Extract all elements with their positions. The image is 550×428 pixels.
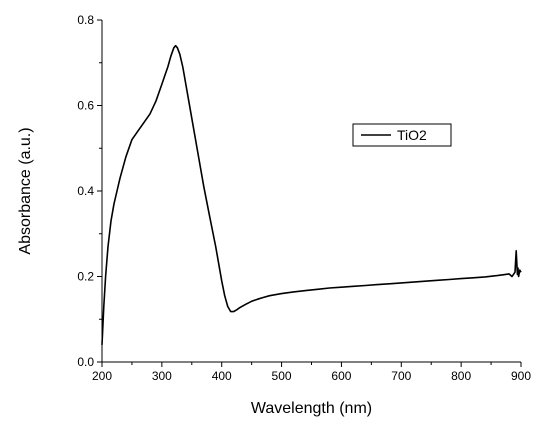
y-tick-label: 0.4 [77,184,94,198]
legend: TiO2 [352,123,452,147]
x-tick-label: 300 [152,369,172,383]
x-tick-label: 200 [92,369,112,383]
y-tick-label: 0.2 [77,270,94,284]
y-tick-label: 0.8 [77,13,94,27]
y-axis: 0.0 0.2 0.4 0.6 0.8 [77,13,102,369]
y-tick-label: 0.0 [77,355,94,369]
x-tick-label: 800 [451,369,471,383]
x-tick-label: 500 [272,369,292,383]
legend-label: TiO2 [397,127,427,143]
legend-box [352,123,452,147]
x-tick-label: 600 [331,369,351,383]
x-axis-title: Wavelength (nm) [251,400,372,417]
y-tick-label: 0.6 [77,99,94,113]
plot-area [101,20,521,363]
y-axis-title: Absorbance (a.u.) [17,127,34,254]
x-tick-label: 900 [511,369,531,383]
x-tick-label: 400 [212,369,232,383]
series-layer [101,44,522,345]
x-tick-label: 700 [391,369,411,383]
series-line-tio2 [101,44,522,345]
x-axis: 200 300 400 500 600 700 800 900 [92,362,531,383]
